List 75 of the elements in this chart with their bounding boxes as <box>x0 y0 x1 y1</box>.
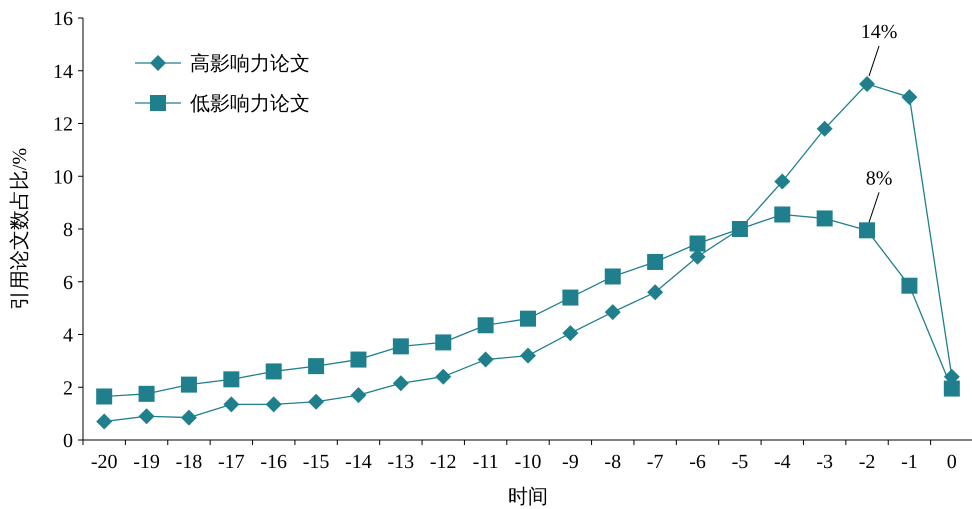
point <box>647 284 664 300</box>
point <box>690 236 706 252</box>
point <box>478 352 494 368</box>
point <box>816 210 833 226</box>
point <box>96 388 112 404</box>
x-tick-label: 0 <box>946 451 957 473</box>
x-tick-label: -1 <box>901 451 918 473</box>
point <box>435 368 452 385</box>
point <box>859 76 876 92</box>
y-tick-label: 6 <box>63 272 73 294</box>
point <box>647 254 664 270</box>
point <box>180 376 197 393</box>
point <box>774 174 790 190</box>
x-axis-title: 时间 <box>508 486 548 508</box>
point <box>520 310 536 327</box>
point <box>308 394 324 410</box>
point <box>604 304 621 320</box>
legend-label: 低影响力论文 <box>190 93 310 115</box>
x-tick-label: -11 <box>472 451 499 473</box>
point <box>266 363 282 380</box>
y-axis-title: 引用论文数占比/% <box>9 148 31 310</box>
x-tick-label: -12 <box>430 451 457 473</box>
point <box>478 317 494 334</box>
x-tick-label: -8 <box>604 451 622 473</box>
point <box>944 380 960 397</box>
point <box>180 410 197 426</box>
x-tick-label: -5 <box>732 451 748 473</box>
y-tick-label: 10 <box>53 166 73 188</box>
point <box>392 375 409 392</box>
point <box>350 352 366 368</box>
point <box>350 387 366 404</box>
x-tick-label: -7 <box>646 451 664 473</box>
point <box>774 206 790 222</box>
point <box>562 290 578 306</box>
y-tick-label: 12 <box>53 114 73 136</box>
point <box>562 325 578 342</box>
point <box>435 334 452 350</box>
point <box>138 386 155 402</box>
point <box>859 222 876 238</box>
x-tick-label: -19 <box>133 451 160 473</box>
point <box>223 396 240 412</box>
point <box>520 348 536 364</box>
x-tick-label: -10 <box>514 451 542 473</box>
point <box>308 358 324 374</box>
legend-label: 高影响力论文 <box>190 52 310 75</box>
annotation: 8% <box>866 167 892 190</box>
annotation: 14% <box>860 20 898 43</box>
y-tick-label: 16 <box>53 8 73 30</box>
x-tick-label: -4 <box>774 451 791 473</box>
x-tick-label: -17 <box>218 451 245 473</box>
x-tick-label: -16 <box>260 451 288 473</box>
y-tick-label: 4 <box>63 324 73 346</box>
point <box>266 396 282 412</box>
x-tick-label: -3 <box>816 451 834 473</box>
x-tick-label: -20 <box>90 451 118 473</box>
x-tick-label: -6 <box>689 451 706 473</box>
y-tick-label: 0 <box>63 430 73 452</box>
y-tick-label: 8 <box>63 219 73 241</box>
x-tick-label: -18 <box>176 451 202 473</box>
x-tick-label: -9 <box>562 451 579 473</box>
point <box>816 120 833 137</box>
x-tick-label: -13 <box>388 451 414 473</box>
point <box>138 408 155 424</box>
x-tick-label: -14 <box>345 451 372 473</box>
point <box>392 338 409 354</box>
point <box>604 268 621 284</box>
x-tick-label: -2 <box>858 451 876 473</box>
point <box>901 278 918 294</box>
y-tick-label: 14 <box>53 60 73 83</box>
point <box>96 414 112 430</box>
point <box>223 371 240 388</box>
point <box>901 89 918 106</box>
point <box>732 221 748 237</box>
y-tick-label: 2 <box>63 377 73 400</box>
x-tick-label: -15 <box>302 451 330 473</box>
